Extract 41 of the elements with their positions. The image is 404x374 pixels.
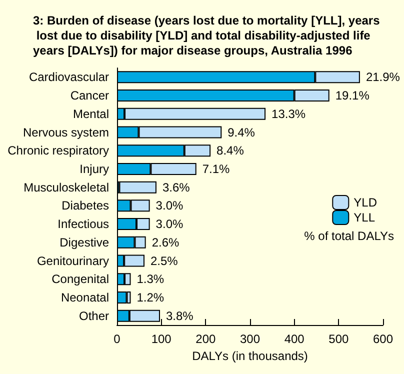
legend-label: YLD <box>354 196 378 210</box>
annotation: 8.4% <box>216 144 244 158</box>
y-tick-label: Genitourinary <box>36 254 109 268</box>
annotation: % of total DALYs <box>304 229 394 243</box>
x-axis-title: DALYs (in thousands) <box>192 348 308 363</box>
y-tick-label: Other <box>78 308 109 323</box>
y-tick-label: Cancer <box>70 88 109 103</box>
chart-title: 3: Burden of disease (years lost due to mortality [YLL], years lost due to disability [YLD] and total disability-adjusted life years [DALYs]) for major disease groups, Australia 1996 <box>33 14 380 58</box>
bar <box>119 181 156 194</box>
y-tick-label: Infectious <box>58 217 109 232</box>
y-tick-label: Nervous system <box>22 125 109 140</box>
y-tick-label: Musculoskeletal <box>24 180 109 194</box>
legend-label: YLL <box>354 210 376 224</box>
y-tick-label: Injury <box>80 162 109 176</box>
annotation: 9.4% <box>228 125 256 140</box>
y-tick-label: Digestive <box>60 235 110 250</box>
annotation: 2.5% <box>150 254 178 268</box>
x-tick-label: 100 <box>151 332 172 346</box>
annotation: 7.1% <box>202 162 230 176</box>
annotation: 19.1% <box>335 88 370 103</box>
annotation: 3.0% <box>156 198 184 213</box>
annotation: 1.3% <box>136 272 164 286</box>
annotation: 3.6% <box>162 180 190 194</box>
annotation: 2.6% <box>152 235 180 250</box>
annotation: 13.3% <box>272 106 306 121</box>
x-tick-label: 0 <box>114 332 121 346</box>
y-tick-label: Congenital <box>52 272 109 286</box>
y-tick-label: Chronic respiratory <box>8 144 109 158</box>
annotation: 21.9% <box>366 70 400 84</box>
y-tick-label: Cardiovascular <box>28 70 109 84</box>
y-tick-label: Diabetes <box>62 198 109 213</box>
annotation: 3.0% <box>156 217 184 232</box>
x-tick-label: 200 <box>196 332 216 346</box>
x-tick-label: 400 <box>284 332 305 346</box>
annotation: 3.8% <box>166 308 194 323</box>
y-tick-label: Mental <box>72 106 109 121</box>
y-tick-label: Neonatal <box>60 290 109 304</box>
x-tick-label: 300 <box>240 332 260 346</box>
x-tick-label: 500 <box>328 332 349 346</box>
x-tick-label: 600 <box>372 332 394 346</box>
annotation: 1.2% <box>136 290 164 304</box>
